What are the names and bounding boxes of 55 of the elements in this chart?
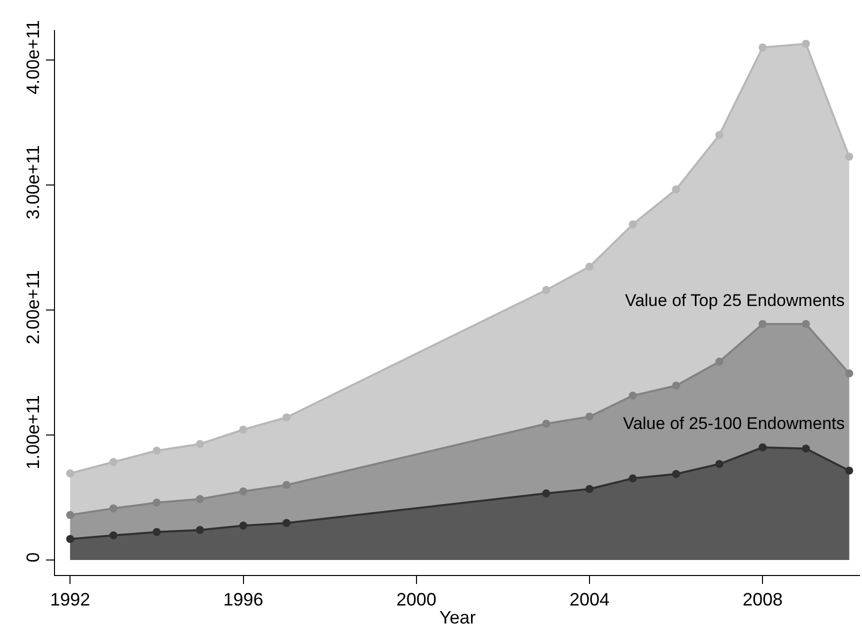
x-axis-title: Year (439, 608, 476, 628)
point (239, 426, 248, 434)
point (672, 185, 680, 194)
point (66, 535, 74, 543)
point (802, 444, 810, 453)
y-tick-label: 4.00e+11 (22, 20, 43, 94)
y-tick-label: 2.00e+11 (22, 270, 43, 344)
point (282, 413, 291, 422)
point (66, 469, 74, 478)
x-tick-label: 1992 (50, 590, 90, 610)
point (628, 474, 637, 482)
point (758, 320, 767, 328)
series-label: Value of 25-100 Endowments (623, 414, 845, 433)
point (715, 358, 724, 366)
point (542, 286, 550, 294)
point (109, 504, 118, 512)
x-tick-label: 2004 (569, 590, 610, 610)
point (282, 519, 291, 527)
x-tick-label: 1996 (223, 590, 264, 610)
point (586, 412, 594, 421)
point (628, 392, 637, 400)
point (715, 131, 724, 139)
point (542, 420, 550, 428)
point (282, 481, 291, 489)
point (66, 511, 74, 519)
point (239, 487, 248, 496)
point (196, 495, 204, 503)
y-tick-label: 3.00e+11 (22, 145, 43, 220)
point (109, 531, 118, 540)
point (152, 528, 161, 536)
point (672, 382, 680, 390)
point (586, 485, 594, 493)
point (845, 152, 854, 161)
x-tick-label: 2008 (742, 590, 783, 610)
point (542, 489, 550, 498)
point (802, 40, 810, 48)
point (196, 440, 204, 448)
point (109, 458, 118, 466)
series-label: Value of Top 25 Endowments (625, 291, 845, 310)
point (196, 526, 204, 534)
point (672, 470, 680, 478)
point (152, 446, 161, 455)
point (586, 262, 594, 271)
y-tick-label: 0 (22, 552, 43, 562)
point (758, 443, 767, 452)
point (845, 466, 854, 475)
y-tick-label: 1.00e+11 (22, 395, 43, 470)
point (239, 522, 248, 530)
point (845, 369, 854, 378)
point (802, 320, 810, 328)
x-tick-label: 2000 (396, 590, 436, 610)
point (628, 220, 637, 228)
point (758, 44, 767, 52)
point (715, 460, 724, 468)
point (152, 498, 161, 507)
